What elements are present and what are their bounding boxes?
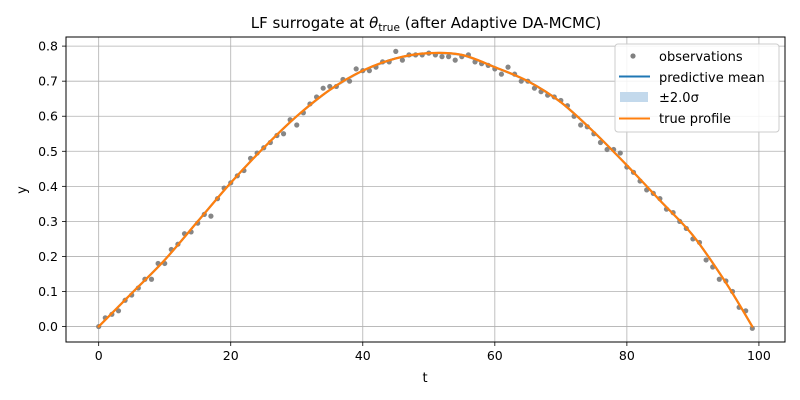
observation-point	[531, 85, 538, 91]
observation-point	[716, 276, 722, 282]
y-tick-label: 0.2	[38, 249, 58, 264]
grid-lines	[66, 37, 785, 342]
observation-point	[320, 85, 326, 91]
legend: observations predictive mean ±2.0σ true …	[614, 43, 780, 133]
y-axis-ticks: 0.0 0.1 0.2 0.3 0.4 0.5 0.6 0.7 0.8	[38, 39, 66, 334]
x-axis-ticks: 0 20 40 60 80 100	[95, 342, 771, 363]
legend-label-predictive-mean: predictive mean	[659, 71, 765, 86]
true-profile-path	[97, 51, 754, 328]
x-tick-label: 80	[619, 348, 635, 363]
observation-point	[115, 308, 122, 314]
x-tick-label: 20	[223, 348, 239, 363]
title-theta: θ	[369, 14, 378, 32]
observation-point	[749, 325, 755, 331]
observation-point	[498, 71, 505, 77]
true-profile-line	[97, 51, 754, 328]
title-prefix: LF surrogate at	[251, 14, 369, 32]
y-tick-label: 0.0	[38, 319, 58, 334]
observation-point	[505, 64, 511, 70]
legend-label-true-profile: true profile	[659, 112, 731, 127]
x-tick-label: 40	[355, 348, 371, 363]
observation-point	[446, 54, 452, 60]
observation-point	[294, 122, 300, 128]
legend-label-band: ±2.0σ	[659, 91, 699, 106]
y-tick-label: 0.7	[38, 74, 58, 89]
observation-point	[703, 257, 709, 263]
observation-point	[353, 66, 359, 72]
observation-point	[439, 54, 445, 60]
legend-band-patch-icon	[620, 92, 648, 102]
x-tick-label: 100	[747, 348, 771, 363]
observation-point	[148, 276, 155, 282]
y-tick-label: 0.3	[38, 214, 58, 229]
observation-point	[208, 213, 214, 219]
title-suffix: (after Adaptive DA-MCMC)	[400, 14, 601, 32]
y-tick-label: 0.5	[38, 144, 58, 159]
legend-observations-marker-icon	[630, 53, 636, 59]
observation-point	[399, 57, 405, 63]
observation-point	[280, 131, 287, 137]
legend-box	[614, 43, 780, 133]
x-axis-label: t	[422, 371, 427, 386]
y-tick-label: 0.4	[38, 179, 58, 194]
y-tick-label: 0.8	[38, 39, 58, 54]
observation-point	[604, 146, 610, 153]
observation-point	[617, 150, 623, 156]
axes-frame	[65, 36, 786, 343]
observation-point	[346, 78, 353, 84]
observation-point	[578, 122, 584, 128]
x-tick-label: 60	[487, 348, 503, 363]
observation-point	[452, 57, 458, 63]
y-tick-label: 0.1	[38, 284, 58, 299]
y-axis-label: y	[15, 186, 30, 194]
x-tick-label: 0	[95, 348, 103, 363]
observation-point	[393, 48, 399, 54]
legend-label-observations: observations	[659, 50, 743, 65]
y-tick-label: 0.6	[38, 109, 58, 124]
observation-point	[518, 78, 524, 84]
title-subscript: true	[378, 22, 400, 34]
chart-title: LF surrogate at θtrue (after Adaptive DA…	[251, 14, 602, 34]
